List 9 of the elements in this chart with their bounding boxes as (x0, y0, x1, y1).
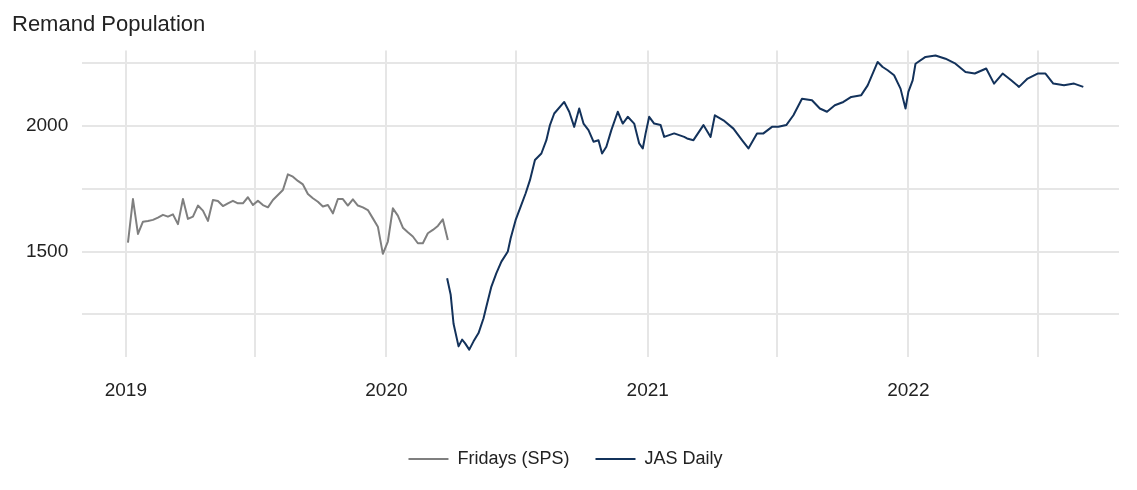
x-tick-label: 2022 (887, 378, 930, 400)
y-tick-label: 2000 (25, 114, 69, 136)
chart-title: Remand Population (12, 11, 206, 37)
legend-label: JAS Daily (644, 447, 723, 468)
legend-label: Fridays (SPS) (457, 447, 570, 468)
x-tick-label: 2020 (365, 378, 408, 400)
x-tick-label: 2019 (104, 378, 147, 400)
y-tick-label: 1500 (25, 239, 69, 261)
x-tick-label: 2021 (626, 378, 669, 400)
